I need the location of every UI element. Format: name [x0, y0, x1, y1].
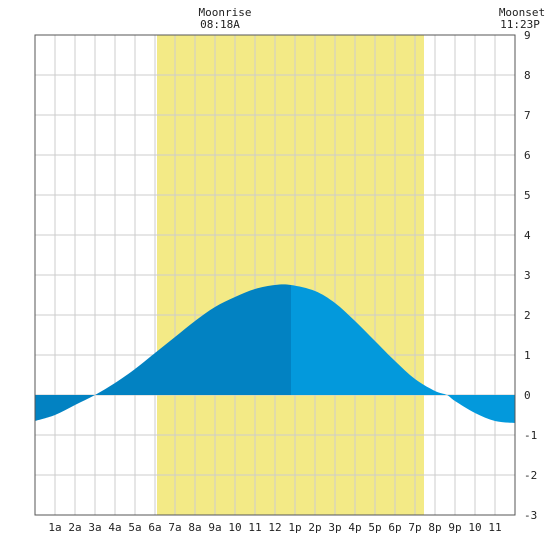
x-tick-label: 12 [268, 521, 281, 534]
y-tick-label: 1 [524, 349, 531, 362]
moonrise-label: Moonrise [199, 6, 252, 19]
moonset-time: 11:23P [500, 18, 540, 31]
grid-layer [35, 35, 515, 515]
y-tick-labels: -3 -2 -1 0 1 2 3 4 5 6 7 8 9 [524, 29, 537, 522]
x-tick-label: 7a [168, 521, 181, 534]
y-tick-label: -2 [524, 469, 537, 482]
x-tick-label: 1p [288, 521, 301, 534]
x-tick-label: 10 [468, 521, 481, 534]
y-tick-label: 0 [524, 389, 531, 402]
x-tick-labels: 1a 2a 3a 4a 5a 6a 7a 8a 9a 10 11 12 1p 2p 3p 4p 5p 6p 7p 8p… [48, 521, 501, 534]
x-tick-label: 8p [428, 521, 441, 534]
y-tick-label: 9 [524, 29, 531, 42]
y-tick-label: 4 [524, 229, 531, 242]
x-tick-label: 7p [408, 521, 421, 534]
x-tick-label: 1a [48, 521, 61, 534]
x-tick-label: 4p [348, 521, 361, 534]
plot-frame-layer [34, 34, 516, 516]
moonrise-time: 08:18A [200, 18, 240, 31]
y-tick-label: 6 [524, 149, 531, 162]
x-tick-label: 2p [308, 521, 321, 534]
y-tick-label: 5 [524, 189, 531, 202]
y-tick-label: 7 [524, 109, 531, 122]
plot-frame [34, 34, 516, 516]
x-tick-label: 4a [108, 521, 121, 534]
x-tick-label: 8a [188, 521, 201, 534]
x-tick-label: 3a [88, 521, 101, 534]
y-tick-label: 2 [524, 309, 531, 322]
x-tick-label: 3p [328, 521, 341, 534]
x-tick-label: 5a [128, 521, 141, 534]
x-tick-label: 5p [368, 521, 381, 534]
x-tick-label: 11 [248, 521, 261, 534]
x-tick-label: 6a [148, 521, 161, 534]
x-tick-label: 10 [228, 521, 241, 534]
y-tick-label: 8 [524, 69, 531, 82]
x-tick-label: 9p [448, 521, 461, 534]
y-tick-label: -1 [524, 429, 537, 442]
x-tick-label: 9a [208, 521, 221, 534]
x-tick-label: 6p [388, 521, 401, 534]
y-tick-label: 3 [524, 269, 531, 282]
moonset-label: Moonset [499, 6, 545, 19]
y-tick-label: -3 [524, 509, 537, 522]
x-tick-label: 11 [488, 521, 501, 534]
x-tick-label: 2a [68, 521, 81, 534]
